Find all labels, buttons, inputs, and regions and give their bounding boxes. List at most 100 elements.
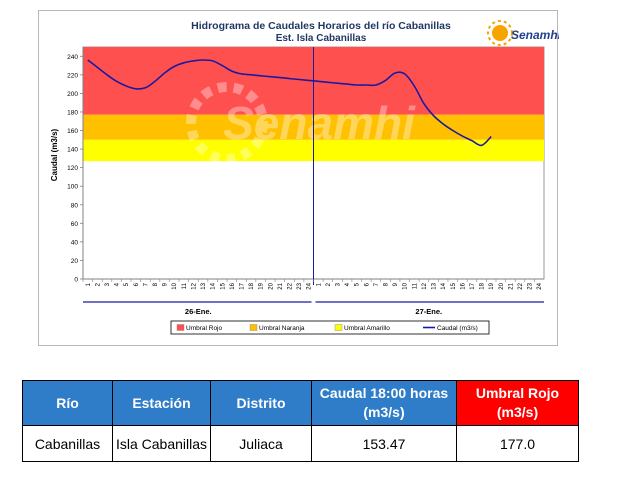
x-tick-label: 6 bbox=[134, 282, 140, 286]
header-distrito: Distrito bbox=[210, 380, 312, 426]
x-tick-label: 12 bbox=[422, 282, 428, 289]
watermark-text: Senamhi bbox=[223, 97, 416, 149]
x-tick-label: 15 bbox=[220, 282, 226, 289]
y-axis-label: Caudal (m3/s) bbox=[50, 128, 59, 181]
cell-estacion: Isla Cabanillas bbox=[112, 425, 211, 462]
legend-label: Umbral Rojo bbox=[186, 325, 223, 332]
x-tick-label: 19 bbox=[259, 282, 265, 289]
legend-label: Caudal (m3/s) bbox=[437, 325, 478, 332]
x-tick-label: 4 bbox=[115, 282, 121, 286]
y-tick-label: 240 bbox=[67, 54, 78, 61]
legend-label: Umbral Amarillo bbox=[344, 325, 390, 332]
day-labels: 26-Ene. 27-Ene. bbox=[185, 307, 442, 316]
y-tick-label: 160 bbox=[67, 128, 78, 135]
watermark-sun-icon bbox=[186, 82, 268, 164]
hydrograph-chart: Senamhi Hidrograma de Caudales Horarios … bbox=[38, 10, 559, 346]
y-tick-label: 20 bbox=[71, 258, 79, 265]
x-tick-label: 8 bbox=[384, 282, 390, 286]
x-tick-label: 9 bbox=[393, 282, 399, 286]
y-tick-label: 120 bbox=[67, 165, 78, 172]
y-tick-label: 100 bbox=[67, 184, 78, 191]
x-tick-label: 15 bbox=[451, 282, 457, 289]
x-tick-label: 19 bbox=[489, 282, 495, 289]
x-tick-label: 24 bbox=[307, 282, 313, 289]
x-tick-label: 3 bbox=[105, 282, 111, 286]
x-tick-label: 14 bbox=[211, 282, 217, 289]
x-tick-label: 22 bbox=[518, 282, 524, 289]
x-tick-label: 18 bbox=[249, 282, 255, 289]
x-tick-label: 21 bbox=[508, 282, 514, 289]
x-tick-label: 13 bbox=[201, 282, 207, 289]
x-tick-label: 17 bbox=[470, 282, 476, 289]
y-tick-label: 140 bbox=[67, 147, 78, 154]
table-row: Cabanillas Isla Cabanillas Juliaca 153.4… bbox=[22, 425, 579, 462]
x-tick-label: 9 bbox=[163, 282, 169, 286]
x-tick-label: 7 bbox=[374, 282, 380, 286]
x-tick-label: 11 bbox=[412, 282, 418, 289]
x-tick-label: 8 bbox=[153, 282, 159, 286]
x-tick-label: 17 bbox=[239, 282, 245, 289]
sun-icon bbox=[492, 25, 508, 41]
x-tick-label: 16 bbox=[460, 282, 466, 289]
y-tick-label: 180 bbox=[67, 109, 78, 116]
summary-table: Río Estación Distrito Caudal 18:00 horas… bbox=[22, 380, 579, 462]
legend-swatch bbox=[334, 324, 343, 331]
y-tick-label: 0 bbox=[74, 277, 78, 284]
x-tick-label: 7 bbox=[143, 282, 149, 286]
x-tick-label: 10 bbox=[172, 282, 178, 289]
x-tick-label: 13 bbox=[432, 282, 438, 289]
x-tick-label: 2 bbox=[326, 282, 332, 286]
series-caudal bbox=[87, 59, 492, 147]
x-tick-label: 10 bbox=[403, 282, 409, 289]
x-tick-label: 18 bbox=[480, 282, 486, 289]
watermark: Senamhi bbox=[186, 82, 416, 164]
x-tick-label: 16 bbox=[230, 282, 236, 289]
x-ticks: 1 2 3 4 5 6 7 8 9 10 11 12 13 14 15 16 17 18 19 20 21 22 23 24 1… bbox=[82, 279, 543, 290]
cell-umbral-rojo: 177.0 bbox=[456, 425, 579, 462]
x-tick-label: 24 bbox=[537, 282, 543, 289]
legend-label: Umbral Naranja bbox=[259, 325, 305, 332]
x-tick-label: 21 bbox=[278, 282, 284, 289]
header-umbral-rojo: Umbral Rojo (m3/s) bbox=[456, 380, 579, 426]
x-tick-label: 20 bbox=[499, 282, 505, 289]
series-line-caudal bbox=[87, 59, 492, 147]
senamhi-logo: Senamhi bbox=[487, 20, 559, 46]
x-tick-label: 1 bbox=[316, 282, 322, 286]
x-tick-label: 5 bbox=[124, 282, 130, 286]
x-tick-label: 23 bbox=[528, 282, 534, 289]
x-tick-label: 14 bbox=[441, 282, 447, 289]
day-label: 27-Ene. bbox=[415, 307, 442, 316]
x-tick-label: 20 bbox=[268, 282, 274, 289]
chart-subtitle: Est. Isla Cabanillas bbox=[276, 33, 367, 44]
x-tick-label: 6 bbox=[364, 282, 370, 286]
x-tick-label: 4 bbox=[345, 282, 351, 286]
legend: Umbral Rojo Umbral Naranja Umbral Amarillo… bbox=[170, 320, 490, 335]
x-tick-label: 12 bbox=[191, 282, 197, 289]
header-caudal: Caudal 18:00 horas (m3/s) bbox=[311, 380, 457, 426]
logo-text: Senamhi bbox=[511, 28, 559, 42]
x-tick-label: 23 bbox=[297, 282, 303, 289]
y-tick-label: 200 bbox=[67, 91, 78, 98]
y-tick-label: 40 bbox=[71, 239, 79, 246]
legend-swatch bbox=[176, 324, 185, 331]
x-tick-label: 22 bbox=[287, 282, 293, 289]
x-tick-label: 11 bbox=[182, 282, 188, 289]
day-label: 26-Ene. bbox=[185, 307, 212, 316]
header-estacion: Estación bbox=[112, 380, 211, 426]
x-tick-label: 1 bbox=[86, 282, 92, 286]
chart-title: Hidrograma de Caudales Horarios del río … bbox=[191, 20, 451, 32]
y-tick-label: 80 bbox=[71, 202, 79, 209]
cell-rio: Cabanillas bbox=[22, 425, 113, 462]
y-tick-label: 60 bbox=[71, 221, 79, 228]
x-tick-label: 5 bbox=[355, 282, 361, 286]
header-rio: Río bbox=[22, 380, 113, 426]
chart-canvas: Senamhi Hidrograma de Caudales Horarios … bbox=[50, 20, 559, 335]
y-ticks: 0 20 40 60 80 100 120 140 160 180 200 220 240 bbox=[67, 54, 83, 284]
sun-rays-icon bbox=[487, 20, 513, 46]
y-tick-label: 220 bbox=[67, 72, 78, 79]
legend-swatch bbox=[249, 324, 258, 331]
x-tick-label: 3 bbox=[336, 282, 342, 286]
cell-caudal: 153.47 bbox=[311, 425, 457, 462]
legend-box bbox=[170, 320, 490, 335]
table-header-row: Río Estación Distrito Caudal 18:00 horas… bbox=[22, 380, 579, 426]
